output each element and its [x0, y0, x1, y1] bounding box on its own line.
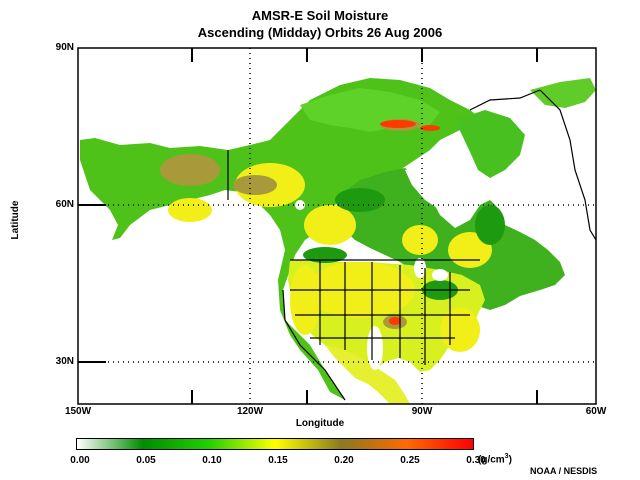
land-baffin [455, 110, 525, 178]
colorbar-tick-label: 0.10 [202, 455, 222, 466]
colorbar-tick-label: 0.15 [268, 455, 288, 466]
boundary-lines [227, 89, 596, 401]
colorbar-unit: (g/cm3) [478, 453, 512, 465]
colorbar-tick-label: 0.20 [334, 455, 354, 466]
land-mexico [325, 345, 410, 404]
map-title: AMSR-E Soil Moisture [251, 8, 389, 23]
y-axis-label-text: Latitude [10, 200, 21, 240]
lat-tick-label: 90N [55, 42, 74, 53]
credit-text: NOAA / NESDIS [530, 466, 598, 476]
lon-tick-label: 120W [236, 406, 264, 417]
lat-tick-label: 60N [55, 199, 74, 210]
colorbar [76, 438, 474, 450]
x-axis-label: Longitude [295, 418, 345, 429]
lon-tick-label: 60W [585, 406, 607, 417]
red-spots [380, 120, 440, 325]
colorbar-unit-prefix: (g/cm [478, 454, 505, 466]
moisture-field [80, 78, 596, 404]
map-frame [77, 47, 597, 405]
colorbar-tick-label: 0.30 [466, 455, 486, 466]
lat-tick-label: 30N [55, 356, 74, 367]
land-greenland-edge [530, 78, 596, 108]
wet-patches [303, 188, 505, 300]
land-central-canada [335, 168, 565, 310]
y-axis-label: Latitude [10, 181, 21, 240]
lon-tick-label: 90W [411, 406, 433, 417]
colorbar-unit-exponent: 3 [504, 453, 509, 460]
map-subtitle: Ascending (Midday) Orbits 26 Aug 2006 [197, 25, 443, 40]
axis-ticks [78, 48, 538, 404]
colorbar-tick-label: 0.05 [136, 455, 156, 466]
colorbar-unit-suffix: ) [508, 454, 512, 466]
lon-tick-label: 150W [64, 406, 92, 417]
colorbar-tick-label: 0.25 [400, 455, 420, 466]
colorbar-tick-label: 0.00 [70, 455, 90, 466]
